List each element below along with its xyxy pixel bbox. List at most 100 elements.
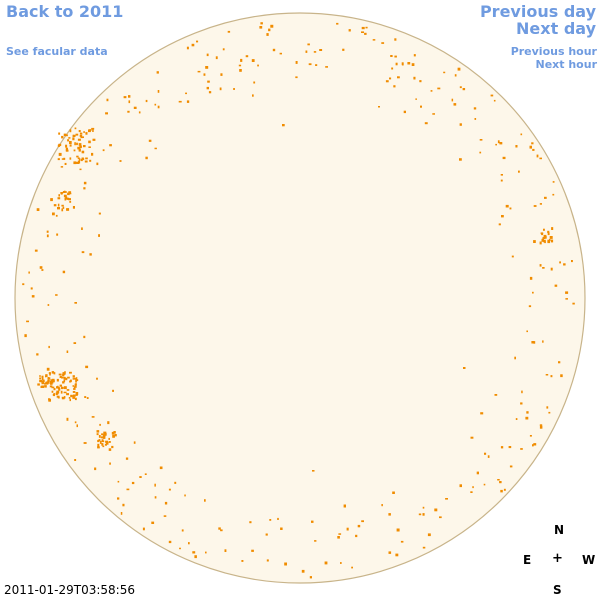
facula-marker [204, 499, 206, 502]
facula-marker [238, 64, 242, 67]
facula-marker [59, 384, 62, 387]
facula-marker [78, 130, 81, 133]
facula-marker [179, 547, 181, 550]
facula-marker [266, 559, 269, 562]
facula-marker [533, 443, 537, 446]
facula-marker [542, 267, 545, 269]
facula-marker [453, 103, 457, 106]
facula-marker [61, 158, 64, 160]
facula-marker [443, 71, 446, 74]
facula-marker [272, 48, 276, 52]
facula-marker [157, 90, 160, 93]
facula-marker [457, 67, 461, 71]
facula-marker [74, 397, 77, 401]
facula-marker [532, 444, 534, 447]
facula-marker [509, 207, 512, 210]
facula-marker [546, 406, 549, 409]
facula-marker [188, 542, 190, 545]
facula-marker [424, 122, 428, 125]
facula-marker [284, 562, 287, 566]
facula-marker [301, 569, 305, 573]
facula-marker [391, 67, 394, 70]
facula-marker [529, 276, 533, 280]
facula-marker [85, 157, 88, 160]
facula-marker [104, 443, 107, 446]
facula-marker [105, 112, 108, 115]
facula-marker [459, 158, 462, 161]
facula-marker [68, 397, 71, 399]
facula-marker [63, 376, 66, 380]
facula-marker [340, 562, 342, 564]
facula-marker [539, 203, 542, 205]
facula-marker [83, 335, 86, 339]
facula-marker [208, 91, 212, 94]
see-facular-data-link[interactable]: See facular data [6, 45, 108, 58]
facula-marker [74, 127, 77, 130]
facula-marker [503, 488, 506, 491]
facula-marker [259, 26, 263, 29]
facula-marker [73, 342, 77, 344]
facula-marker [30, 287, 33, 290]
facula-marker [500, 489, 503, 493]
facula-marker [98, 234, 100, 237]
facula-marker [419, 80, 422, 83]
facula-marker [351, 566, 353, 569]
facula-marker [499, 142, 503, 145]
facula-marker [508, 446, 512, 449]
facula-marker [541, 233, 544, 236]
facula-marker [78, 158, 81, 161]
facula-marker [92, 138, 96, 141]
facula-marker [72, 134, 76, 137]
facula-marker [50, 380, 54, 382]
facula-marker [57, 397, 60, 399]
facula-marker [520, 448, 523, 450]
facula-marker [215, 56, 218, 60]
facula-marker [192, 551, 196, 554]
next-hour-link[interactable]: Next hour [535, 58, 598, 71]
facula-marker [78, 143, 82, 146]
facula-marker [185, 92, 187, 95]
facula-marker [372, 39, 376, 41]
facula-marker [266, 33, 269, 36]
facula-marker [74, 302, 77, 304]
facula-marker [547, 230, 550, 234]
facula-marker [218, 527, 221, 530]
facula-marker [265, 533, 268, 536]
facula-marker [41, 382, 44, 385]
next-day-link[interactable]: Next day [516, 19, 596, 38]
facula-marker [545, 374, 549, 376]
facula-marker [501, 215, 504, 218]
facula-marker [99, 423, 101, 426]
facula-marker [114, 434, 117, 437]
facula-marker [56, 395, 60, 398]
previous-day-link[interactable]: Previous day [479, 2, 596, 21]
back-to-year-link[interactable]: Back to 2011 [6, 2, 124, 21]
facula-marker [459, 484, 462, 488]
facula-marker [77, 138, 81, 141]
facula-marker [61, 204, 64, 207]
facula-marker [490, 94, 494, 97]
facula-marker [80, 136, 83, 139]
facula-marker [62, 206, 65, 209]
facula-marker [53, 204, 57, 207]
facula-marker [50, 382, 53, 385]
facula-marker [311, 520, 314, 523]
facula-marker [163, 515, 167, 517]
facula-marker [197, 70, 201, 73]
facula-marker [41, 377, 44, 381]
facula-marker [526, 411, 529, 414]
facula-marker [220, 73, 223, 76]
facula-marker [403, 110, 406, 114]
facula-marker [388, 551, 392, 554]
facula-marker [73, 394, 76, 397]
facula-marker [543, 228, 545, 231]
facula-marker [64, 197, 67, 201]
facula-marker [98, 212, 101, 215]
facula-marker [61, 386, 64, 390]
facula-marker [544, 196, 547, 199]
facula-marker [338, 533, 342, 535]
previous-hour-link[interactable]: Previous hour [510, 45, 597, 58]
facula-marker [96, 162, 99, 166]
facula-marker [49, 381, 53, 384]
